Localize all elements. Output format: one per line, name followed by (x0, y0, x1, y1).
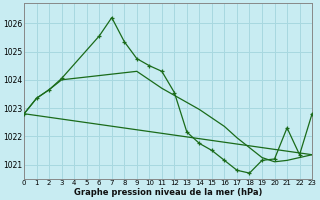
X-axis label: Graphe pression niveau de la mer (hPa): Graphe pression niveau de la mer (hPa) (74, 188, 262, 197)
